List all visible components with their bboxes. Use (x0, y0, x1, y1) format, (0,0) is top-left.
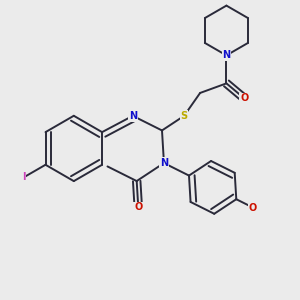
Text: O: O (134, 202, 142, 212)
Text: O: O (240, 93, 248, 103)
Text: S: S (181, 111, 188, 121)
Text: N: N (160, 158, 168, 168)
Text: O: O (249, 202, 257, 213)
Text: N: N (222, 50, 230, 60)
Text: N: N (129, 111, 137, 121)
Text: I: I (22, 172, 26, 182)
